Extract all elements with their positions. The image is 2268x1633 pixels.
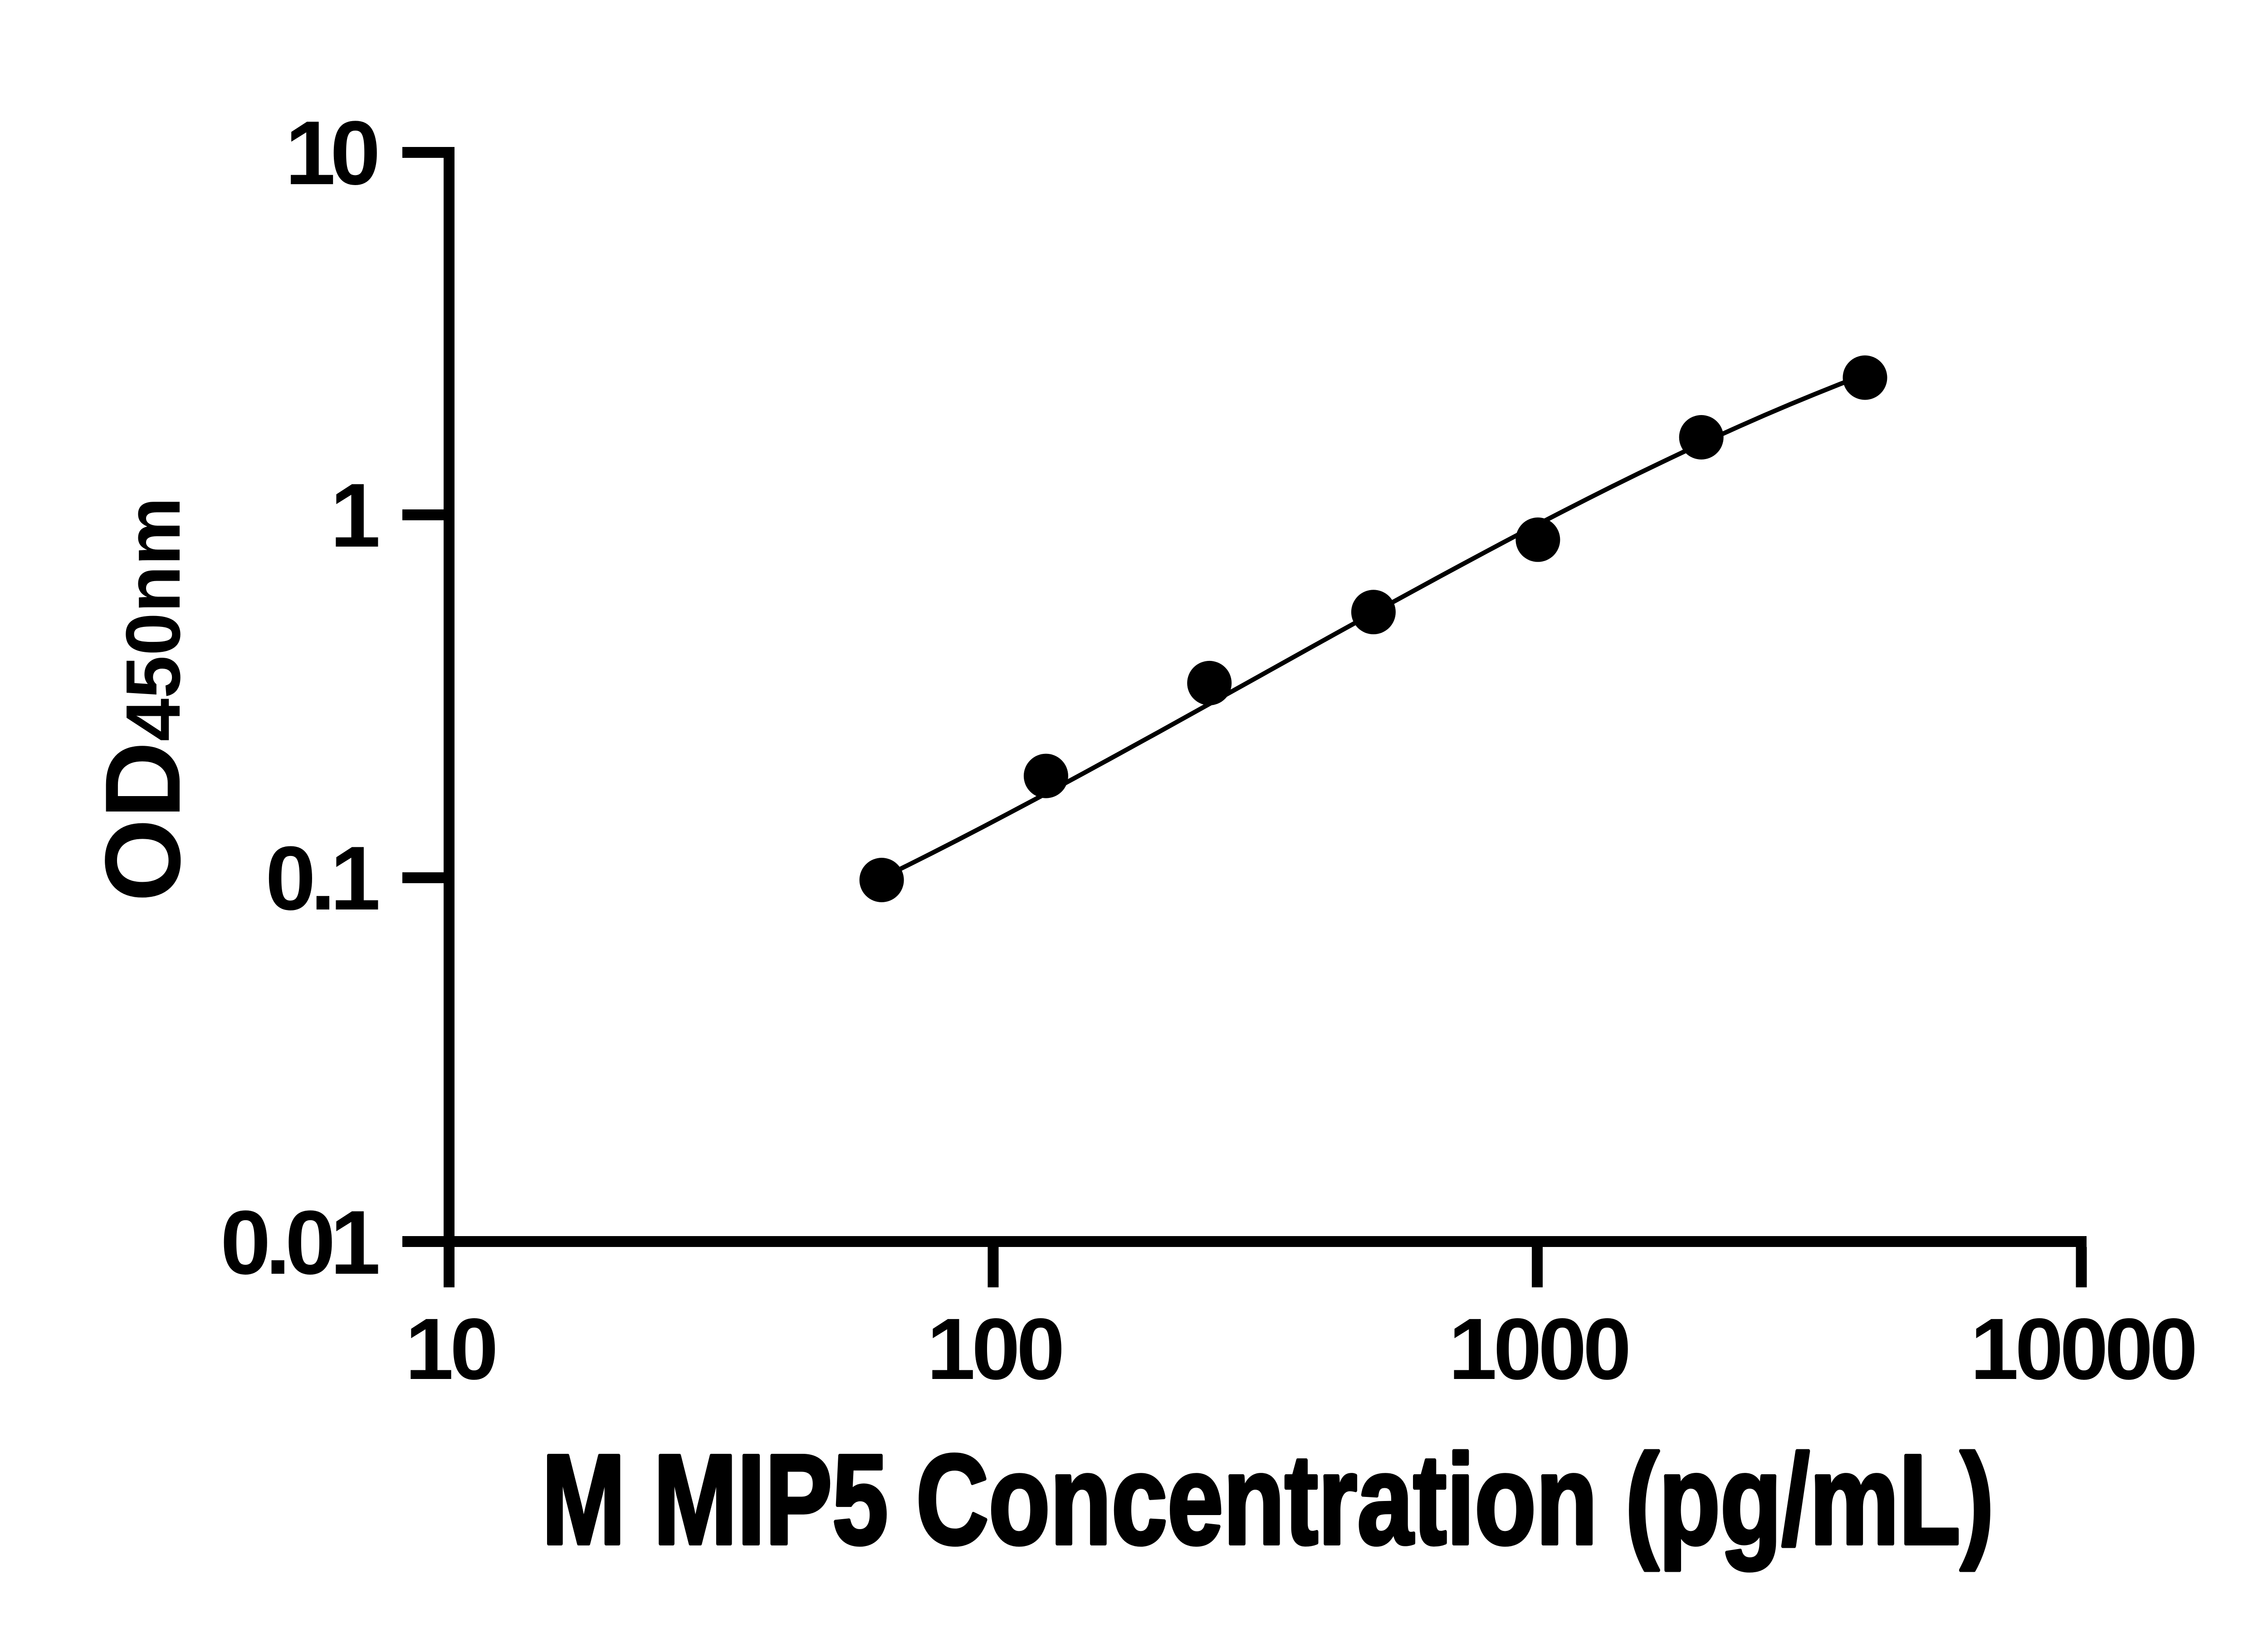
svg-text:0.01: 0.01 xyxy=(220,1192,378,1293)
svg-text:100: 100 xyxy=(927,1300,1061,1398)
svg-text:OD450nm: OD450nm xyxy=(83,497,203,902)
svg-text:1000: 1000 xyxy=(1448,1300,1628,1398)
svg-text:M MIP5 Concentration (pg/mL): M MIP5 Concentration (pg/mL) xyxy=(542,1428,1994,1571)
svg-text:1: 1 xyxy=(330,465,378,566)
svg-text:10000: 10000 xyxy=(1970,1300,2195,1398)
svg-text:0.1: 0.1 xyxy=(265,828,378,929)
svg-text:10: 10 xyxy=(405,1300,495,1398)
svg-text:10: 10 xyxy=(285,103,377,204)
